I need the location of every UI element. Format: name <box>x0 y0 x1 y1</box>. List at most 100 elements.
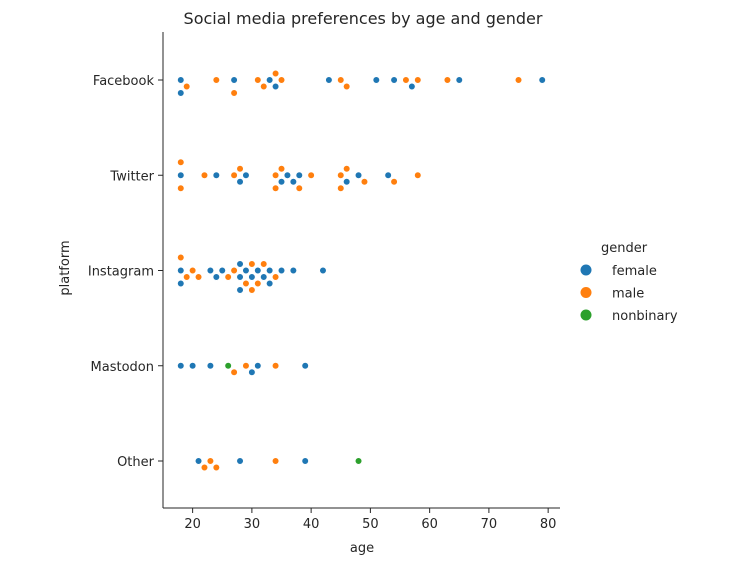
x-axis-label: age <box>350 541 374 556</box>
legend-marker <box>580 264 592 276</box>
data-point-female <box>194 457 203 465</box>
data-point-female <box>236 260 244 268</box>
data-point-female <box>242 266 250 275</box>
data-point-male <box>260 82 268 91</box>
data-point-nonbinary <box>354 457 363 465</box>
data-point-female <box>218 266 226 275</box>
data-point-male <box>271 457 280 465</box>
axes: 20 30 40 50 60 70 80 Facebook Twitter Instagram Ma… <box>88 32 560 532</box>
data-point-male <box>402 76 410 84</box>
data-point-male <box>360 178 369 186</box>
data-point-male <box>390 178 398 186</box>
data-point-female <box>372 76 380 84</box>
data-point-female <box>301 457 309 465</box>
legend-label: female <box>612 264 657 279</box>
data-point-female <box>266 266 274 275</box>
data-point-male <box>337 76 345 84</box>
x-tick-label: 40 <box>303 517 320 532</box>
x-tick-label: 20 <box>184 517 201 532</box>
data-point-female <box>177 89 185 97</box>
data-point-female <box>325 76 333 84</box>
data-point-female <box>289 178 297 186</box>
x-tick-label: 80 <box>540 517 557 532</box>
data-point-female <box>236 178 244 186</box>
data-point-male <box>277 165 286 173</box>
data-point-female <box>242 171 250 179</box>
data-point-male <box>177 184 185 192</box>
data-point-female <box>455 76 463 84</box>
chart-title: Social media preferences by age and gend… <box>184 9 543 28</box>
data-point-female <box>177 279 185 288</box>
legend: gender female male nonbinary <box>580 241 678 324</box>
data-point-male <box>200 171 209 179</box>
x-tick-label: 60 <box>421 517 438 532</box>
data-point-male <box>254 76 262 84</box>
data-point-female <box>212 273 220 281</box>
data-point-male <box>230 89 238 97</box>
data-point-female <box>266 76 274 84</box>
data-point-female <box>189 362 197 370</box>
data-point-female <box>212 171 220 179</box>
data-point-female <box>277 266 286 275</box>
data-point-male <box>307 171 315 179</box>
data-point-female <box>390 76 398 84</box>
data-point-female <box>177 171 185 179</box>
data-point-male <box>194 273 203 281</box>
data-point-nonbinary <box>224 362 232 370</box>
data-point-male <box>212 76 220 84</box>
data-point-male <box>254 279 262 288</box>
data-point-male <box>177 253 185 262</box>
data-point-male <box>260 260 268 268</box>
data-point-female <box>230 76 238 84</box>
data-point-female <box>177 76 185 84</box>
data-point-male <box>242 279 250 288</box>
data-point-male <box>230 368 238 376</box>
y-tick-label: Mastodon <box>91 360 154 375</box>
data-point-female <box>319 266 327 275</box>
x-tick-label: 30 <box>244 517 261 532</box>
y-tick-label: Facebook <box>93 74 155 89</box>
data-point-female <box>248 273 256 281</box>
x-tick-label: 50 <box>362 517 379 532</box>
data-point-male <box>230 171 238 179</box>
data-point-male <box>271 69 280 78</box>
data-point-male <box>230 266 238 275</box>
data-point-female <box>295 171 303 179</box>
data-point-female <box>260 273 268 281</box>
data-point-female <box>254 266 262 275</box>
data-point-female <box>206 266 215 275</box>
data-point-male <box>295 184 303 192</box>
data-point-female <box>354 171 363 179</box>
data-point-male <box>183 82 191 91</box>
data-point-male <box>414 76 422 84</box>
legend-label: male <box>612 287 644 302</box>
data-point-male <box>212 463 220 472</box>
y-tick-label: Instagram <box>88 265 154 280</box>
data-point-female <box>236 457 244 465</box>
data-point-male <box>236 165 244 173</box>
data-point-female <box>408 82 416 91</box>
data-point-female <box>271 82 280 91</box>
data-point-female <box>236 286 244 294</box>
data-point-male <box>414 171 422 179</box>
data-point-male <box>177 158 185 166</box>
data-point-male <box>206 457 215 465</box>
y-axis-label: platform <box>58 240 73 295</box>
data-point-female <box>283 171 292 179</box>
data-point-male <box>337 171 345 179</box>
data-point-male <box>242 362 250 370</box>
legend-title: gender <box>601 241 648 256</box>
y-tick-label: Twitter <box>109 169 154 184</box>
data-point-male <box>183 273 191 281</box>
data-point-female <box>343 178 351 186</box>
data-point-male <box>443 76 452 84</box>
data-point-male <box>277 76 286 84</box>
data-point-female <box>301 362 309 370</box>
data-point-male <box>248 260 256 268</box>
data-point-male <box>337 184 345 192</box>
data-point-female <box>248 368 256 376</box>
data-point-male <box>343 82 351 91</box>
data-point-female <box>277 178 286 186</box>
data-point-female <box>266 279 274 288</box>
